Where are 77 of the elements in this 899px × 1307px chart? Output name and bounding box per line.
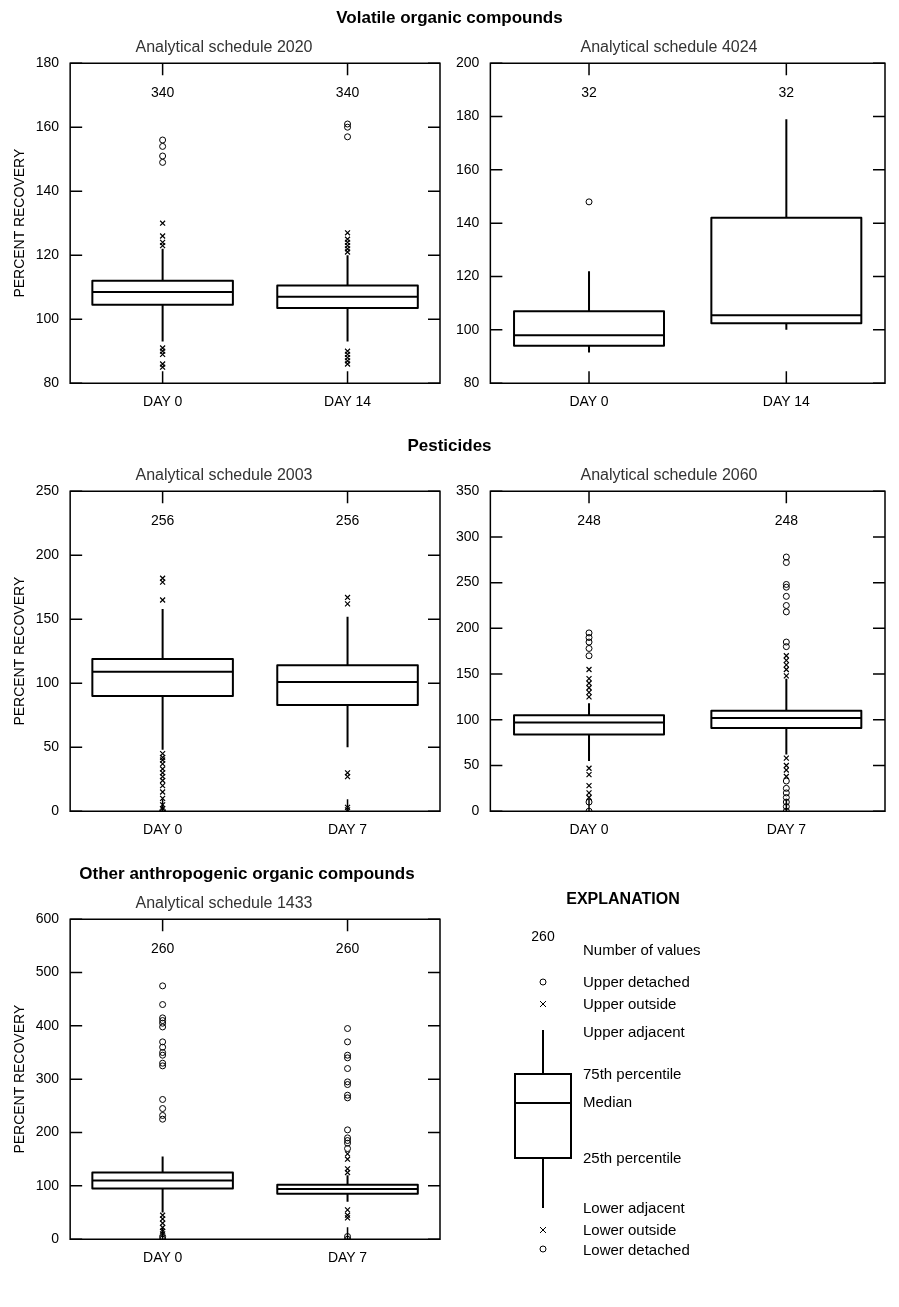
y-tick-label: 100 [456, 710, 480, 727]
text: Upper outside [583, 995, 677, 1013]
chart-subtitle: Analytical schedule 4024 [580, 38, 758, 56]
y-tick-label: 0 [471, 802, 480, 819]
y-tick-label: 80 [463, 374, 480, 391]
annotation: 32 [778, 84, 795, 101]
text: Lower detached [583, 1241, 690, 1259]
y-tick-label: 200 [35, 546, 60, 563]
text: Lower outside [583, 1221, 677, 1239]
chart-title: Other anthropogenic organic compounds [78, 864, 416, 885]
y-tick-label: 500 [35, 963, 60, 980]
x-tick-label: DAY 7 [766, 821, 807, 838]
x-tick-label: DAY 0 [143, 1249, 183, 1266]
chart-title: Volatile organic compounds [335, 8, 564, 29]
chart-subtitle: Analytical schedule 2003 [135, 466, 313, 484]
x-tick-label: DAY 7 [327, 1249, 368, 1266]
annotation: 256 [335, 512, 360, 529]
text: Lower adjacent [583, 1199, 685, 1217]
y-tick-label: 120 [456, 267, 480, 284]
text: Upper adjacent [583, 1023, 685, 1041]
y-tick-label: 160 [456, 160, 480, 177]
y-tick-label: 180 [456, 107, 480, 124]
text: Upper detached [583, 973, 690, 991]
chart-title: Pesticides [406, 436, 493, 457]
y-tick-label: 140 [35, 182, 60, 199]
y-tick-label: 300 [35, 1070, 60, 1087]
y-tick-label: 0 [51, 1230, 60, 1247]
x-tick-label: DAY 14 [324, 393, 372, 410]
y-tick-label: 200 [456, 619, 480, 636]
y-tick-label: 150 [35, 610, 60, 627]
x-tick-label: DAY 0 [569, 393, 609, 410]
x-tick-label: DAY 14 [762, 393, 811, 410]
annotation: 32 [581, 84, 598, 101]
annotation: 248 [774, 512, 799, 529]
y-tick-label: 140 [456, 214, 480, 231]
y-tick-label: 200 [35, 1123, 60, 1140]
text: 260 [530, 928, 556, 944]
y-tick-label: 50 [43, 738, 60, 755]
chart-subtitle: Analytical schedule 2020 [135, 38, 313, 56]
y-tick-label: 0 [51, 802, 60, 819]
y-tick-label: 100 [35, 674, 60, 691]
text: EXPLANATION [565, 890, 681, 908]
x-tick-label: DAY 0 [143, 821, 183, 838]
y-tick-label: 250 [456, 573, 480, 590]
text: Median [583, 1093, 633, 1111]
annotation: 340 [335, 84, 360, 101]
y-tick-label: 300 [456, 527, 480, 544]
y-tick-label: 120 [35, 246, 60, 263]
y-axis-title: PERCENT RECOVERY [11, 576, 28, 726]
y-tick-label: 150 [456, 664, 480, 681]
y-tick-label: 250 [35, 482, 60, 499]
x-tick-label: DAY 7 [327, 821, 368, 838]
chart-subtitle: Analytical schedule 2060 [580, 466, 758, 484]
text: 75th percentile [583, 1065, 682, 1083]
y-tick-label: 100 [35, 1176, 60, 1193]
annotation: 256 [150, 512, 175, 529]
y-axis-title: PERCENT RECOVERY [11, 1004, 28, 1154]
chart-subtitle: Analytical schedule 1433 [135, 894, 313, 912]
y-axis-title: PERCENT RECOVERY [11, 148, 28, 298]
y-tick-label: 180 [35, 54, 60, 71]
y-tick-label: 600 [35, 910, 60, 927]
x-tick-label: DAY 0 [143, 393, 183, 410]
y-tick-label: 160 [35, 118, 60, 135]
y-tick-label: 200 [456, 54, 480, 71]
text: Number of values [583, 941, 701, 959]
annotation: 248 [577, 512, 601, 529]
annotation: 260 [150, 940, 175, 957]
y-tick-label: 100 [35, 310, 60, 327]
y-tick-label: 80 [43, 374, 60, 391]
y-tick-label: 400 [35, 1016, 60, 1033]
y-tick-label: 100 [456, 320, 480, 337]
y-tick-label: 50 [463, 756, 480, 773]
annotation: 340 [150, 84, 175, 101]
y-tick-label: 350 [456, 482, 480, 499]
text: 25th percentile [583, 1149, 682, 1167]
annotation: 260 [335, 940, 360, 957]
x-tick-label: DAY 0 [569, 821, 609, 838]
